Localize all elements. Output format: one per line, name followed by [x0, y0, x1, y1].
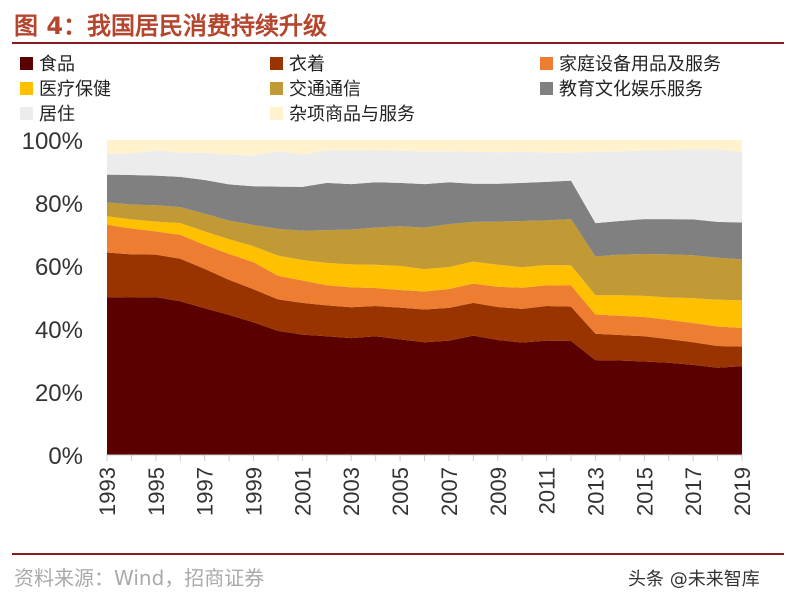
- x-tick-label: 1993: [95, 467, 120, 516]
- legend-item: 家庭设备用品及服务: [540, 50, 721, 76]
- legend-swatch: [270, 81, 283, 95]
- legend-label: 交通通信: [289, 79, 361, 100]
- x-tick-label: 1999: [242, 467, 267, 516]
- y-tick-label: 100%: [22, 128, 83, 155]
- legend-label: 衣着: [289, 54, 325, 75]
- figure-title: 图 4：我国居民消费持续升级: [14, 12, 328, 40]
- area-series-7: [107, 140, 742, 156]
- source-note: 资料来源：Wind，招商证券: [14, 566, 265, 590]
- legend-swatch: [540, 56, 553, 70]
- legend-item: 食品: [20, 50, 75, 76]
- legend-label: 家庭设备用品及服务: [559, 54, 721, 75]
- x-tick-label: 1997: [193, 467, 218, 516]
- x-tick-label: 2011: [535, 467, 560, 514]
- area-series-4: [107, 202, 742, 301]
- x-tick-label: 2017: [681, 467, 706, 516]
- legend-item: 教育文化娱乐服务: [540, 75, 703, 101]
- title-rule: [12, 42, 784, 44]
- y-tick-label: 80%: [35, 191, 83, 218]
- area-series-3: [107, 216, 742, 329]
- x-tick-label: 2009: [486, 467, 511, 516]
- x-tick-label: 2013: [583, 467, 608, 516]
- stacked-area-chart: 0% 20% 40% 60% 80% 100% 1993 1995 1997 1999 2001 20…: [22, 128, 755, 516]
- area-series-0: [107, 297, 742, 455]
- legend-label: 医疗保健: [39, 79, 111, 100]
- legend-item: 居住: [20, 100, 75, 126]
- x-tick-label: 2019: [730, 467, 755, 516]
- x-tick-label: 1995: [144, 467, 169, 516]
- x-tick-label: 2003: [339, 467, 364, 516]
- watermark: 头条 @未来智库: [628, 569, 760, 590]
- y-tick-label: 40%: [35, 317, 83, 344]
- legend-item: 交通通信: [270, 75, 361, 101]
- legend-label: 食品: [39, 54, 75, 75]
- legend-label: 杂项商品与服务: [289, 104, 415, 125]
- area-series-5: [107, 174, 742, 260]
- x-tick-label: 2007: [437, 467, 462, 516]
- legend-swatch: [270, 106, 283, 120]
- legend-item: 衣着: [270, 50, 325, 76]
- y-tick-label: 0%: [48, 443, 83, 470]
- y-tick-label: 20%: [35, 380, 83, 407]
- x-tick-label: 2015: [632, 467, 657, 516]
- area-series-1: [107, 252, 742, 368]
- legend-swatch: [540, 81, 553, 95]
- legend-label: 教育文化娱乐服务: [559, 79, 703, 100]
- x-tick-label: 2001: [290, 467, 315, 516]
- legend-label: 居住: [39, 104, 75, 125]
- legend-swatch: [20, 56, 33, 70]
- area-series-6: [107, 148, 742, 224]
- legend-item: 杂项商品与服务: [270, 100, 415, 126]
- legend-swatch: [270, 56, 283, 70]
- x-tick-label: 2005: [388, 467, 413, 516]
- legend-item: 医疗保健: [20, 75, 111, 101]
- footer-rule: [12, 553, 784, 555]
- y-tick-label: 60%: [35, 254, 83, 281]
- area-series-2: [107, 224, 742, 347]
- legend-swatch: [20, 106, 33, 120]
- legend-swatch: [20, 81, 33, 95]
